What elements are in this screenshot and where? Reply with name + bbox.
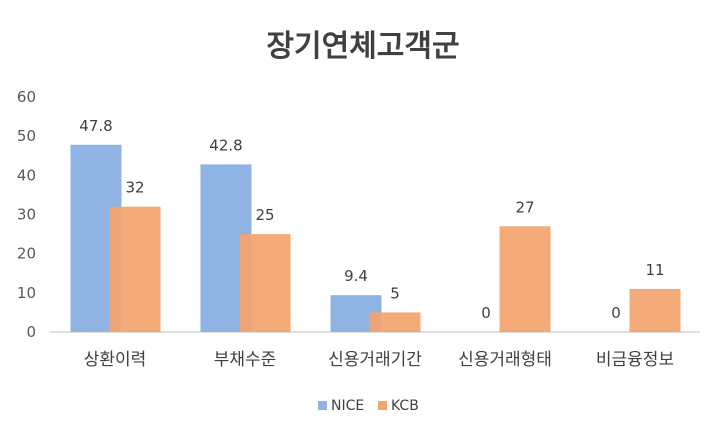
legend-label-nice: NICE [331,398,364,414]
y-tick-label-3: 30 [17,206,36,224]
bar-kcb-3 [499,226,551,332]
data-label-nice-3: 0 [481,304,491,322]
y-tick-label-2: 20 [17,245,36,263]
chart-title: 장기연체고객군 [266,29,459,64]
legend: NICE KCB [318,398,419,414]
data-label-nice-2: 9.4 [344,267,368,285]
bar-kcb-2 [369,312,421,332]
data-label-nice-4: 0 [611,304,621,322]
category-label-4: 비금융정보 [596,350,674,370]
data-label-nice-1: 42.8 [209,136,242,154]
y-tick-label-6: 60 [17,88,36,106]
y-tick-label-5: 50 [17,127,36,145]
y-tick-label-4: 40 [17,166,36,184]
data-label-kcb-4: 11 [645,261,664,279]
bars [70,144,681,332]
y-tick-label-0: 0 [26,323,36,341]
data-label-kcb-3: 27 [515,198,534,216]
data-labels: 47.8 32 42.8 25 9.4 5 0 27 0 11 [79,117,664,322]
bar-kcb-0 [109,206,161,332]
category-label-1: 부채수준 [214,350,277,370]
data-label-kcb-1: 25 [255,206,274,224]
category-labels: 상환이력 부채수준 신용거래기간 신용거래형태 비금융정보 [84,350,674,370]
y-tick-label-1: 10 [17,284,36,302]
category-label-3: 신용거래형태 [458,350,552,370]
y-axis: 0 10 20 30 40 50 60 [17,88,36,341]
legend-label-kcb: KCB [391,398,419,414]
bar-kcb-1 [239,234,291,332]
category-label-0: 상환이력 [84,350,147,370]
bar-kcb-4 [629,288,681,332]
data-label-kcb-0: 32 [125,179,144,197]
data-label-nice-0: 47.8 [79,117,112,135]
legend-swatch-kcb [378,401,387,410]
category-label-2: 신용거래기간 [328,350,422,370]
data-label-kcb-2: 5 [390,284,400,302]
legend-swatch-nice [318,401,327,410]
